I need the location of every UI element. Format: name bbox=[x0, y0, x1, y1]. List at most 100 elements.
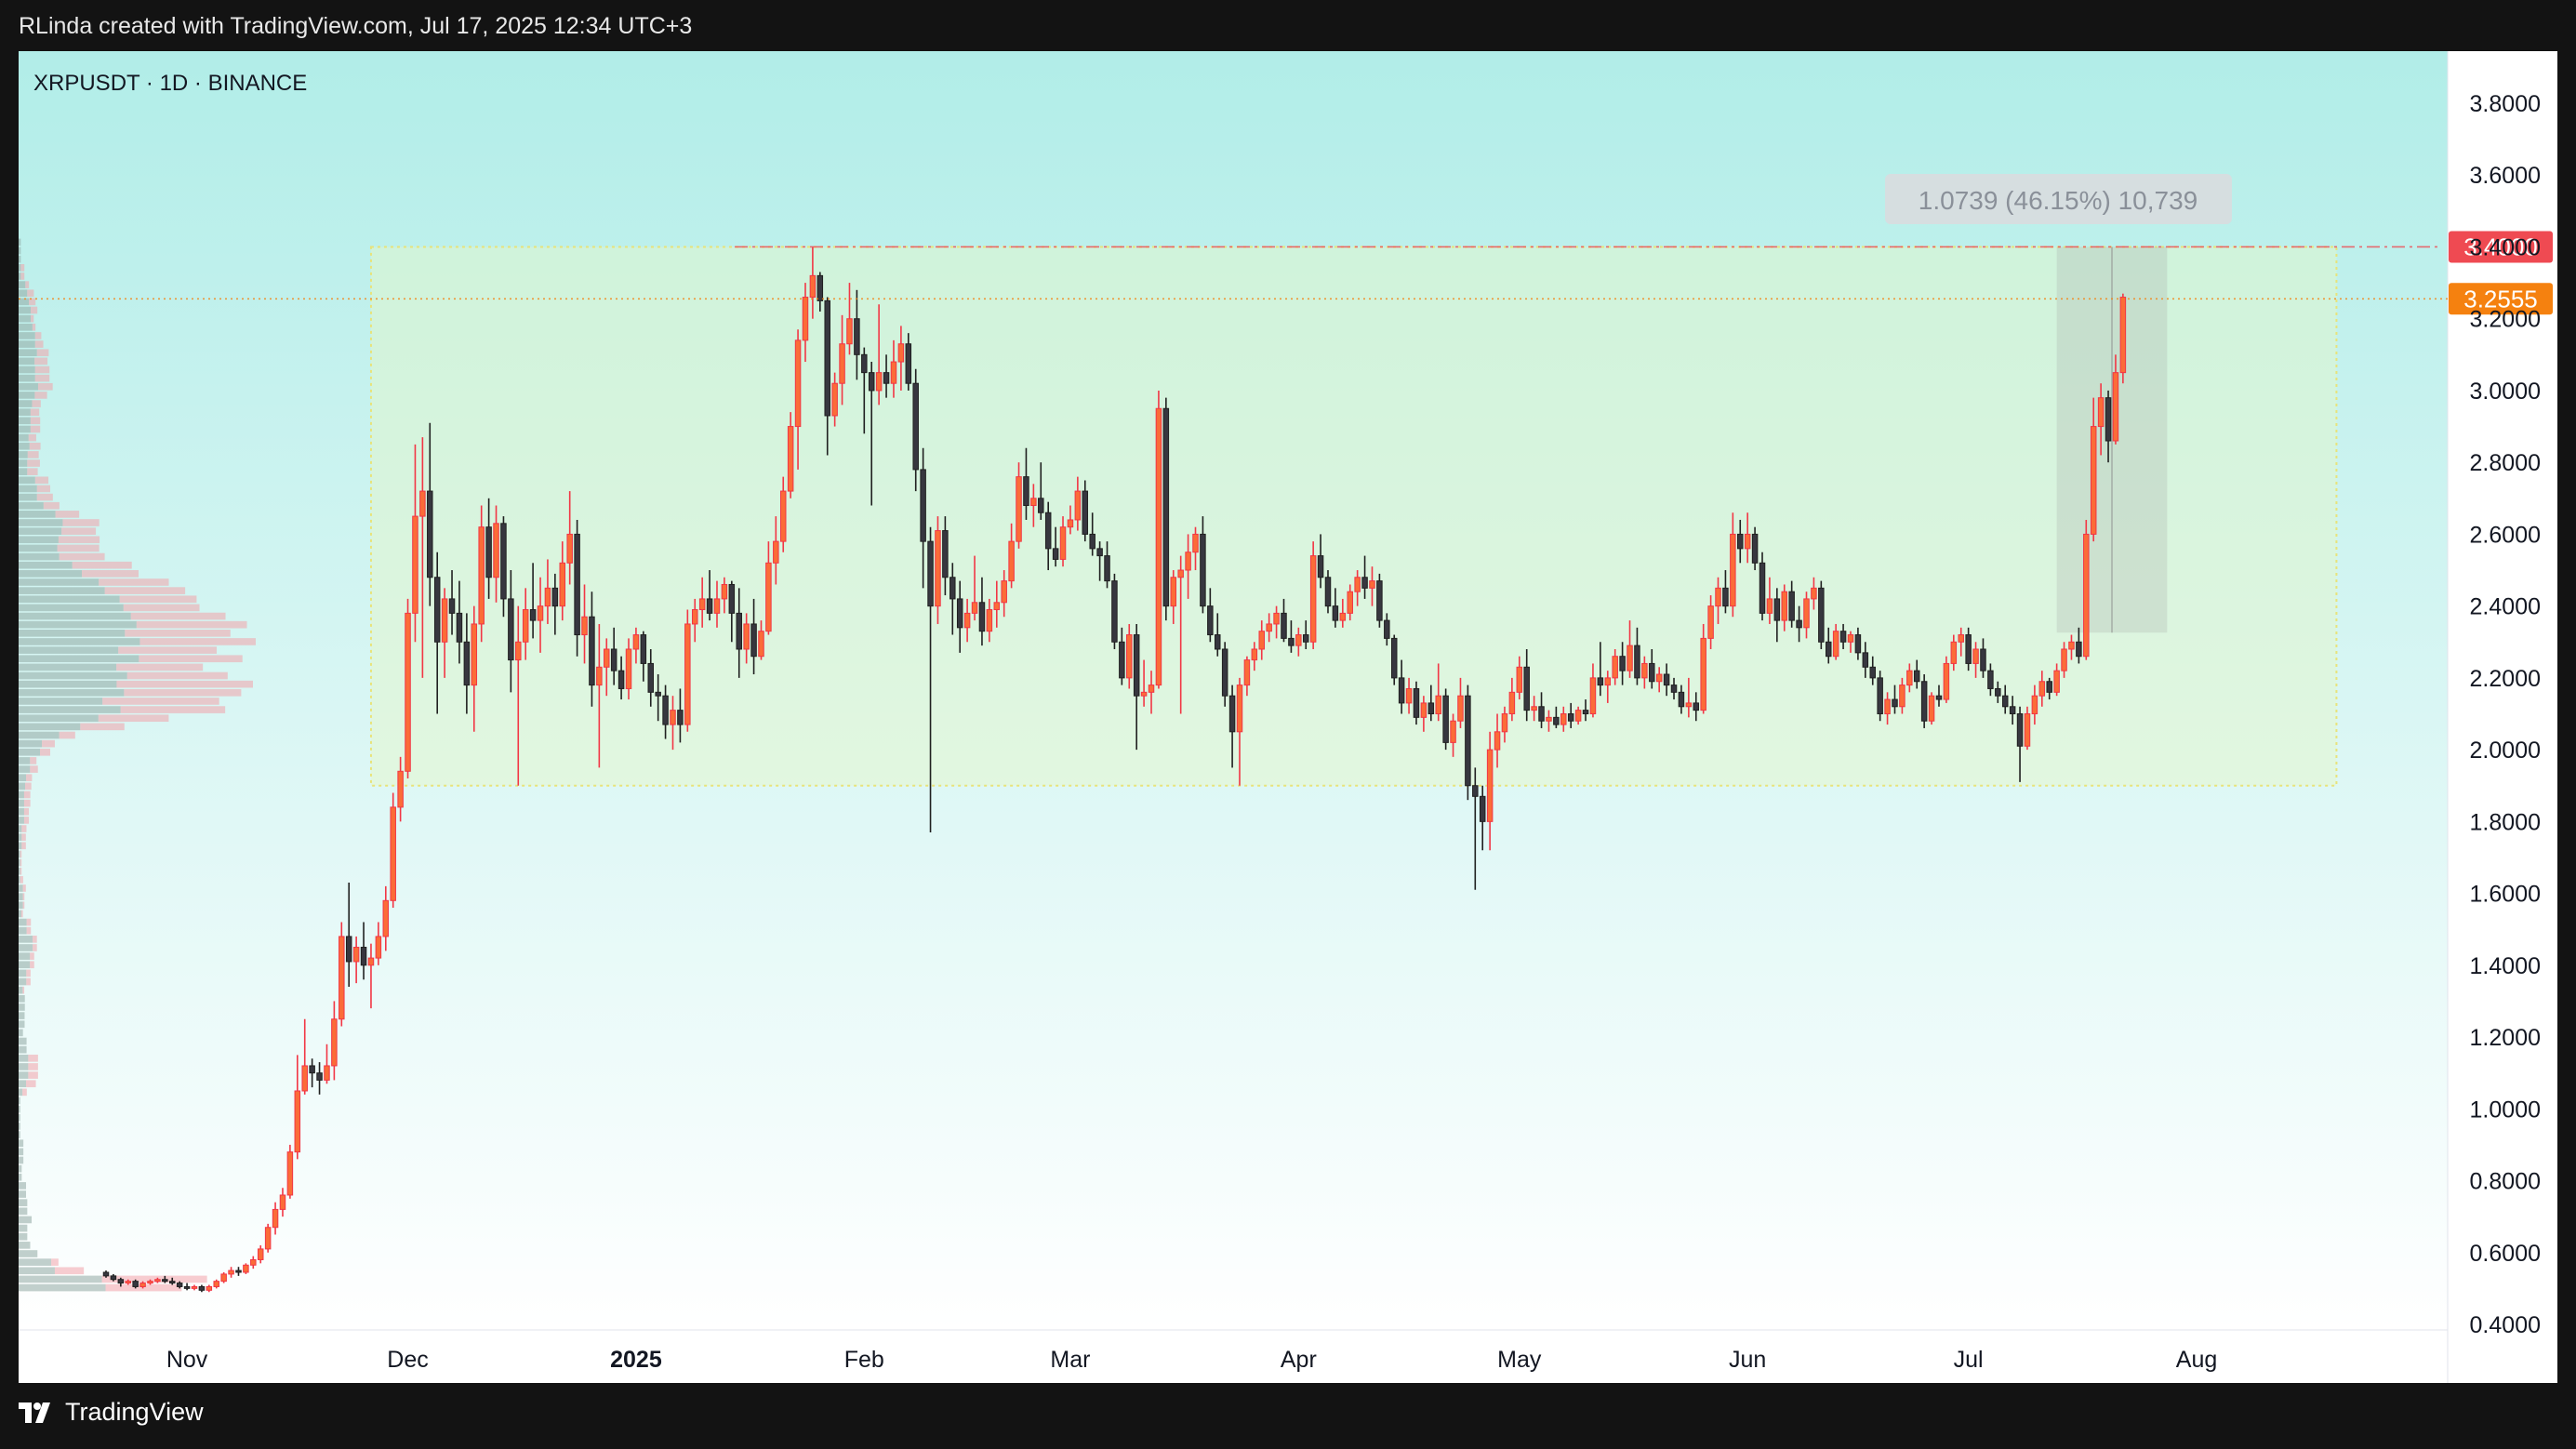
volume-profile-bar-down bbox=[30, 961, 34, 969]
volume-profile-bar-down bbox=[25, 782, 32, 791]
volume-profile-bar-down bbox=[26, 1080, 36, 1088]
candle-body bbox=[1612, 656, 1618, 679]
range-box[interactable] bbox=[369, 246, 2338, 787]
volume-profile-bar-down bbox=[20, 867, 22, 875]
candle-body bbox=[427, 490, 433, 578]
candle-body bbox=[978, 602, 986, 632]
candle-body bbox=[1935, 695, 1943, 700]
candle-body bbox=[1604, 677, 1612, 686]
candle-body bbox=[1773, 598, 1781, 621]
volume-profile-bar-up bbox=[19, 884, 23, 892]
candle-body bbox=[1170, 577, 1177, 607]
candle-body bbox=[1913, 670, 1920, 683]
candle-body bbox=[750, 623, 757, 658]
candle-body bbox=[883, 372, 890, 384]
volume-profile-bar-down bbox=[21, 842, 26, 850]
volume-profile-bar-down bbox=[59, 552, 105, 561]
volume-profile-bar-down bbox=[23, 791, 31, 799]
time-axis[interactable]: Nov Dec 2025 Feb Mar Apr May Jun Jul Aug bbox=[166, 1347, 2217, 1373]
volume-profile-bar-down bbox=[105, 1283, 182, 1292]
candle-body bbox=[1634, 645, 1640, 679]
tradingview-logo[interactable]: TradingView bbox=[19, 1398, 204, 1427]
candle-body bbox=[655, 691, 661, 697]
volume-profile-bar-down bbox=[59, 731, 75, 739]
candle-body bbox=[721, 583, 728, 600]
volume-profile-bar-up bbox=[19, 638, 140, 645]
volume-profile-bar-down bbox=[34, 357, 48, 366]
volume-profile-bar-up bbox=[19, 493, 37, 501]
price-tick-label: 3.8000 bbox=[2470, 91, 2541, 117]
volume-profile-bar-down bbox=[26, 926, 32, 935]
candle-body bbox=[794, 339, 802, 428]
price-axis[interactable]: 0.4000 0.6000 0.8000 1.0000 1.2000 1.4000 1.60… bbox=[2470, 91, 2541, 1338]
candle-body bbox=[1435, 695, 1441, 714]
volume-profile-bar-up bbox=[19, 587, 105, 594]
candle-body bbox=[2105, 397, 2112, 442]
volume-profile-bar-down bbox=[34, 332, 42, 339]
volume-profile-bar-down bbox=[57, 544, 100, 552]
candle-body bbox=[2009, 706, 2016, 715]
candle-body bbox=[1803, 598, 1810, 629]
volume-profile-bar-up bbox=[19, 901, 23, 910]
candle-body bbox=[1384, 619, 1390, 639]
price-tick-label: 1.8000 bbox=[2470, 809, 2541, 835]
candle-body bbox=[1038, 498, 1044, 513]
candle-body bbox=[604, 648, 610, 668]
volume-profile-bar-down bbox=[136, 620, 247, 629]
candle-body bbox=[625, 648, 632, 689]
candle-body bbox=[176, 1283, 183, 1287]
volume-profile-bar-up bbox=[19, 1139, 24, 1148]
candle-body bbox=[1405, 687, 1413, 704]
candle-body bbox=[868, 372, 875, 392]
volume-profile-bar-up bbox=[19, 485, 37, 493]
price-tick-label: 0.4000 bbox=[2470, 1312, 2541, 1338]
candle-body bbox=[1450, 720, 1456, 743]
volume-profile-bar-down bbox=[26, 969, 31, 977]
candle-body bbox=[2016, 713, 2024, 747]
candle-body bbox=[1465, 695, 1471, 787]
volume-profile-bar-down bbox=[30, 952, 34, 960]
volume-profile-bar-up bbox=[19, 536, 59, 544]
volume-profile-bar-down bbox=[20, 876, 23, 884]
price-level-tag bbox=[2449, 283, 2553, 315]
volume-profile-bar-up bbox=[19, 1097, 20, 1105]
candle-body bbox=[360, 947, 367, 966]
time-tick-label: Nov bbox=[166, 1347, 208, 1373]
candle-body bbox=[331, 1018, 338, 1067]
candle-body bbox=[1111, 580, 1118, 643]
candle-body bbox=[125, 1281, 131, 1284]
candle-body bbox=[1185, 552, 1191, 571]
candle-body bbox=[2119, 297, 2127, 374]
volume-profile-bar-down bbox=[30, 306, 38, 314]
candle-body bbox=[647, 662, 655, 693]
volume-profile-bar-down bbox=[51, 1258, 59, 1266]
candle-body bbox=[1376, 580, 1383, 621]
candle-body bbox=[309, 1065, 315, 1074]
price-tick-label: 2.6000 bbox=[2470, 522, 2541, 548]
volume-profile-bar-up bbox=[19, 604, 124, 612]
volume-profile-bar-down bbox=[58, 536, 100, 544]
volume-profile-bar-up bbox=[19, 1164, 22, 1173]
volume-profile-bar-up bbox=[19, 340, 35, 348]
volume-profile-bar-down bbox=[36, 485, 50, 493]
volume-profile-bar-down bbox=[55, 511, 80, 518]
range-box-rect bbox=[369, 246, 2338, 787]
volume-profile-bar-up bbox=[19, 392, 35, 399]
volume-profile-bar-up bbox=[19, 238, 21, 246]
candle-body bbox=[1649, 662, 1655, 683]
measure-tool[interactable]: 1.0739 (46.15%) 10,739 bbox=[1885, 174, 2232, 633]
candle-body bbox=[1693, 702, 1700, 711]
candle-body bbox=[294, 1090, 301, 1153]
volume-profile-bar-down bbox=[139, 655, 243, 663]
volume-profile-bar-up bbox=[19, 400, 33, 407]
candle-body bbox=[640, 634, 647, 664]
time-tick-label: Dec bbox=[387, 1347, 428, 1373]
candle-body bbox=[713, 598, 721, 614]
price-level-value: 3.4000 bbox=[2463, 233, 2538, 260]
volume-profile-bar-down bbox=[102, 698, 219, 705]
volume-profile-bar-up bbox=[19, 706, 121, 713]
volume-profile-bar-down bbox=[120, 706, 226, 713]
candle-body bbox=[1965, 634, 1972, 664]
candle-body bbox=[339, 936, 345, 1020]
